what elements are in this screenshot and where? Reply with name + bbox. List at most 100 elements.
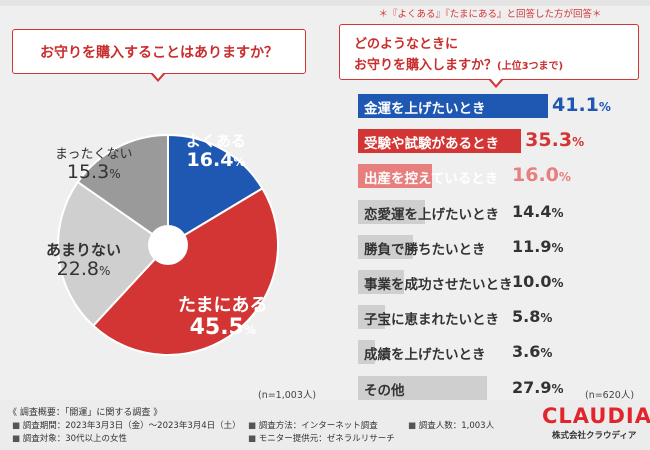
bar-label: その他: [364, 382, 405, 399]
bar-label: 出産を控えているとき: [364, 171, 499, 188]
left-sample-size: (n=1,003人): [258, 390, 317, 401]
bar-value-number: 41.1: [552, 94, 599, 116]
bar-value: 5.8%: [512, 307, 552, 326]
bar-value-unit: %: [558, 170, 571, 185]
bar-label: 子宝に恵まれたいとき: [364, 312, 499, 329]
bar-value-number: 35.3: [525, 129, 573, 152]
bar: [358, 340, 375, 365]
bar-value: 14.4%: [512, 202, 564, 221]
respondent-note: ＊『よくある』『たまにある』と回答した方が回答＊: [378, 9, 602, 20]
footer-band: [0, 400, 650, 450]
survey-count-text: 調査人数：1,003人: [418, 421, 495, 431]
bar-label: 金運を上げたいとき: [364, 101, 486, 117]
bullet-icon: ■: [12, 434, 21, 444]
top-band: [0, 0, 650, 6]
bar-value: 11.9%: [512, 237, 564, 256]
bar-value: 35.3%: [525, 129, 584, 151]
pie-center-hole: [148, 225, 188, 265]
bar: [358, 164, 432, 189]
pie-chart: [57, 133, 279, 356]
survey-target-text: 調査対象：30代以上の女性: [22, 434, 128, 444]
survey-count: ■ 調査人数：1,003人: [408, 419, 494, 431]
bullet-icon: ■: [248, 434, 257, 444]
bar-label: 恋愛運を上げたいとき: [364, 206, 499, 223]
bar-value-unit: %: [572, 135, 585, 150]
slice-label-often: よくある 16.4%: [186, 133, 246, 170]
bar-value: 16.0%: [512, 164, 571, 186]
slice-label-rarely-value: 22.8%: [46, 257, 121, 280]
slice-sometimes-number: 45.5: [189, 314, 244, 340]
left-question-tail-inner: [152, 72, 164, 79]
left-question-box: お守りを購入することはありますか？: [12, 29, 306, 74]
right-question-box: どのようなときに お守りを購入しますか？(上位3つまで): [339, 24, 639, 80]
bar-value-unit: %: [551, 240, 564, 255]
slice-rarely-number: 22.8: [56, 257, 99, 280]
bar-value-unit: %: [540, 346, 553, 361]
pie-slice-1: [91, 187, 279, 356]
claudia-logo: CLAUDIA: [542, 404, 650, 428]
bar-value-unit: %: [551, 381, 564, 396]
right-question-tail-inner: [490, 78, 502, 85]
bullet-icon: ■: [12, 421, 21, 431]
slice-label-often-name: よくある: [186, 132, 247, 150]
bar-value: 27.9%: [512, 378, 564, 397]
survey-period: ■ 調査期間：2023年3月3日（金）～2023年3月4日（土）: [12, 419, 241, 431]
bar-value-number: 14.4: [512, 201, 552, 221]
bar-value-number: 10.0: [512, 272, 552, 291]
bar-value: 3.6%: [512, 342, 552, 361]
pie-slice-0: [167, 133, 264, 247]
bar-value-number: 16.0: [512, 164, 559, 187]
survey-overview-title: 《 調査概要：「開運」に関する調査 》: [8, 408, 163, 418]
bar-value-number: 11.9: [512, 236, 552, 256]
bar-value-unit: %: [551, 276, 564, 290]
company-name: 株式会社クラウディア: [552, 431, 637, 441]
slice-label-never-value: 15.3%: [55, 162, 132, 183]
bar-label: 成績を上げたいとき: [364, 347, 486, 364]
pie-slice-3: [76, 133, 169, 247]
slice-label-often-value: 16.4%: [186, 148, 246, 171]
bar-label: 事業を成功させたいとき: [364, 277, 513, 293]
bar-value: 41.1%: [552, 94, 611, 116]
slice-label-rarely: あまりない 22.8%: [46, 242, 121, 279]
survey-method: ■ 調査方法：インターネット調査: [248, 419, 378, 431]
survey-method-text: 調査方法：インターネット調査: [258, 421, 378, 431]
pie-slice-2: [57, 180, 170, 328]
slice-label-sometimes-value: 45.5%: [178, 314, 267, 340]
right-sample-size: (n=620人): [585, 390, 635, 401]
bar: [358, 305, 385, 330]
bar: [358, 199, 425, 224]
bar-value-unit: %: [551, 205, 564, 220]
slice-never-number: 15.3: [66, 161, 110, 184]
bar: [358, 94, 548, 118]
right-question-line1: どのようなときに: [354, 37, 459, 52]
bar-value-number: 5.8: [512, 307, 541, 327]
bar-value-unit: %: [598, 100, 611, 114]
slice-label-never: まったくない 15.3%: [55, 147, 133, 183]
slice-sometimes-unit: %: [243, 322, 256, 337]
left-question-text: お守りを購入することはありますか？: [40, 45, 278, 61]
bar-value-number: 27.9: [512, 377, 552, 397]
bar: [358, 375, 487, 400]
right-question-sub: (上位3つまで): [497, 61, 564, 72]
slice-label-sometimes: たまにある 45.5%: [178, 296, 267, 340]
survey-provider: ■ モニター提供元：ゼネラルリサーチ: [248, 432, 395, 444]
slice-label-never-name: まったくない: [55, 147, 133, 162]
slice-label-rarely-name: あまりない: [46, 241, 122, 259]
bar-value: 10.0%: [512, 272, 564, 291]
bar: [358, 234, 413, 259]
survey-period-text: 調査期間：2023年3月3日（金）～2023年3月4日（土）: [22, 421, 241, 431]
bar-label: 勝負で勝ちたいとき: [364, 241, 486, 258]
slice-often-number: 16.4: [186, 148, 234, 171]
bar: [358, 270, 405, 294]
survey-provider-text: モニター提供元：ゼネラルリサーチ: [258, 434, 395, 444]
slice-label-sometimes-name: たまにある: [178, 295, 268, 316]
slice-never-unit: %: [109, 167, 121, 182]
survey-target: ■ 調査対象：30代以上の女性: [12, 432, 127, 444]
bar-value-number: 3.6: [512, 342, 541, 362]
slice-rarely-unit: %: [98, 263, 111, 278]
bar-value-unit: %: [540, 311, 553, 326]
right-question-line2: お守りを購入しますか？(上位3つまで): [354, 54, 563, 73]
right-question-line2-text: お守りを購入しますか？: [354, 58, 498, 73]
bar-label: 受験や試験があるとき: [364, 136, 499, 153]
bar: [358, 129, 522, 154]
